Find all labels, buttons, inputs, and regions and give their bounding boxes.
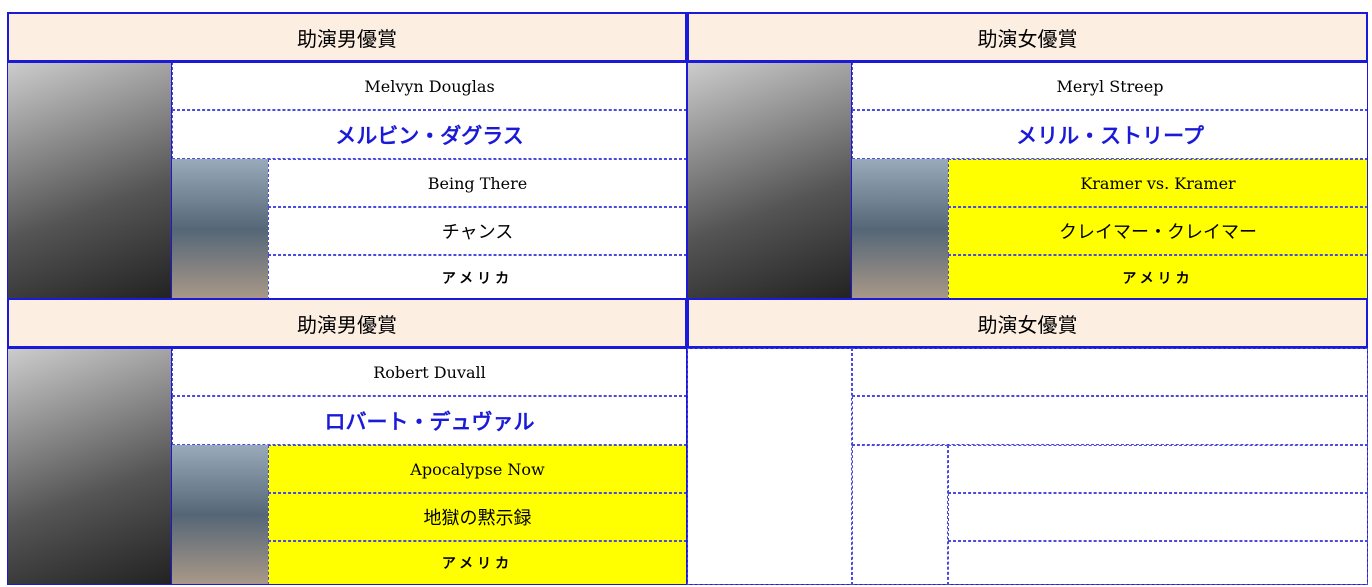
category-header: 助演女優賞 (687, 12, 1368, 62)
category-header: 助演男優賞 (7, 298, 687, 348)
film-poster (172, 445, 268, 585)
empty-row (948, 445, 1368, 493)
actor-photo (687, 62, 852, 300)
empty-poster (852, 445, 948, 585)
name-japanese: メリル・ストリープ (852, 110, 1368, 159)
name-japanese: メルビン・ダグラス (172, 110, 687, 159)
cell-border (687, 62, 1368, 300)
empty-photo (687, 348, 852, 585)
category-header: 助演女優賞 (687, 298, 1368, 348)
empty-row (948, 493, 1368, 541)
empty-row (852, 348, 1368, 396)
country: アメリカ (268, 541, 687, 585)
film-poster (852, 159, 948, 300)
cell-border (7, 348, 687, 585)
film-poster (172, 159, 268, 300)
film-english: Kramer vs. Kramer (948, 159, 1368, 207)
country: アメリカ (948, 255, 1368, 300)
empty-row (852, 396, 1368, 445)
cell-border (7, 62, 687, 300)
film-japanese: クレイマー・クレイマー (948, 207, 1368, 255)
category-header: 助演男優賞 (7, 12, 687, 62)
actor-photo (7, 62, 172, 300)
film-japanese: 地獄の黙示録 (268, 493, 687, 541)
empty-row (948, 541, 1368, 585)
